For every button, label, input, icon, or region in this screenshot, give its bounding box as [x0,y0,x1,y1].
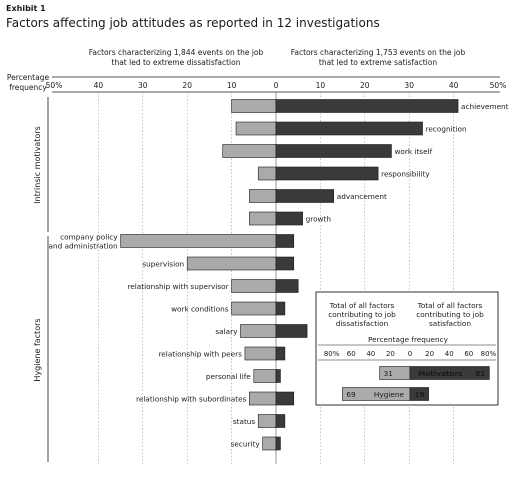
bar-dissatisfaction [257,414,277,428]
x-tick-label: 50% [490,81,507,90]
category-label: work itself [394,147,432,156]
inset-tick-label: 80% [324,350,340,358]
inset-tick-label: 40 [445,350,454,358]
inset-bar-satisfaction [409,387,429,401]
bar-dissatisfaction [249,391,277,406]
category-label: growth [306,215,331,224]
category-label: salary [215,327,238,336]
category-label: work conditions [171,305,229,314]
category-label: achievement [461,102,509,111]
x-tick-label: 20 [360,81,370,90]
bar-dissatisfaction [240,324,277,338]
category-label: security [231,440,261,449]
category-label: recognition [426,125,467,134]
bar-dissatisfaction [231,99,277,113]
inset-right-header: contributing to job [416,310,484,319]
inset-value-satisfaction: 19 [414,390,424,399]
x-tick-label: 50% [46,81,63,90]
inset-value-satisfaction: 81 [475,369,485,378]
bar-satisfaction [275,324,308,338]
category-label: relationship with subordinates [136,395,247,404]
bar-satisfaction [275,369,281,383]
x-tick-label: 0 [274,81,279,90]
bar-satisfaction [275,436,281,451]
axis-title-line-1: Percentage [7,73,50,82]
inset-tick-label: 60 [464,350,473,358]
inset-bar-satisfaction [409,366,490,380]
inset-tick-label: 0 [408,350,412,358]
inset-axis-title: Percentage frequency [368,335,449,344]
category-label: responsibility [381,170,430,179]
category-label: and administration [49,242,118,251]
category-label: personal life [206,372,251,381]
inset-left-header: dissatisfaction [336,319,388,328]
group-label-intrinsic: Intrinsic motivators [33,126,42,204]
right-header-line-1: Factors characterizing 1,753 events on t… [291,48,466,57]
inset-tick-label: 60 [347,350,356,358]
category-label: relationship with peers [158,350,242,359]
bar-satisfaction [275,121,423,136]
inset-row-label: Hygiene [374,390,405,399]
inset-value-dissatisfaction: 31 [384,369,393,378]
bar-satisfaction [275,144,392,158]
bar-dissatisfaction [257,166,277,181]
inset-tick-label: 40 [366,350,375,358]
inset-left-header: Total of all factors [329,301,395,310]
bar-dissatisfaction [231,279,277,293]
category-label: supervision [142,260,184,269]
bar-satisfaction [275,414,286,428]
bar-satisfaction [275,279,299,293]
axis-title-line-2: frequency [9,83,47,92]
bar-satisfaction [275,211,303,226]
inset-tick-label: 20 [386,350,395,358]
x-tick-label: 20 [182,81,192,90]
category-label: relationship with supervisor [127,282,228,291]
x-tick-label: 40 [94,81,104,90]
x-tick-label: 10 [316,81,326,90]
x-tick-label: 40 [449,81,459,90]
inset-tick-label: 80% [481,350,497,358]
bar-dissatisfaction [222,144,277,158]
right-header-line-2: that led to extreme satisfaction [319,58,437,67]
bar-dissatisfaction [231,301,277,316]
bar-satisfaction [275,189,335,203]
bar-dissatisfaction [235,121,277,136]
inset-left-header: contributing to job [328,310,396,319]
bar-dissatisfaction [244,346,277,361]
bar-satisfaction [275,346,286,361]
inset-value-dissatisfaction: 69 [346,390,356,399]
inset-row-label: Motivators [418,369,462,378]
x-tick-label: 10 [227,81,237,90]
bar-dissatisfaction [249,189,277,203]
bar-satisfaction [275,391,295,406]
category-label: advancement [337,192,387,201]
bar-dissatisfaction [262,436,277,451]
inset-right-header: satisfaction [429,319,471,328]
bar-satisfaction [275,99,459,113]
group-label-hygiene: Hygiene factors [33,318,42,381]
inset-box [315,291,499,406]
inset-right-header: Total of all factors [417,301,483,310]
exhibit-label: Exhibit 1 [6,4,46,13]
bar-dissatisfaction [249,211,277,226]
bar-dissatisfaction [120,234,277,248]
bar-satisfaction [275,301,286,316]
chart-title: Factors affecting job attitudes as repor… [6,16,380,30]
bar-satisfaction [275,166,379,181]
left-header-line-2: that led to extreme dissatisfaction [112,58,241,67]
inset-tick-label: 20 [425,350,434,358]
x-tick-label: 30 [404,81,414,90]
category-label: company policy [60,233,118,242]
left-header-line-1: Factors characterizing 1,844 events on t… [89,48,264,57]
bar-satisfaction [275,234,295,248]
bar-satisfaction [275,256,295,271]
bar-dissatisfaction [253,369,277,383]
bar-dissatisfaction [186,256,277,271]
x-tick-label: 30 [138,81,148,90]
category-label: status [233,417,256,426]
